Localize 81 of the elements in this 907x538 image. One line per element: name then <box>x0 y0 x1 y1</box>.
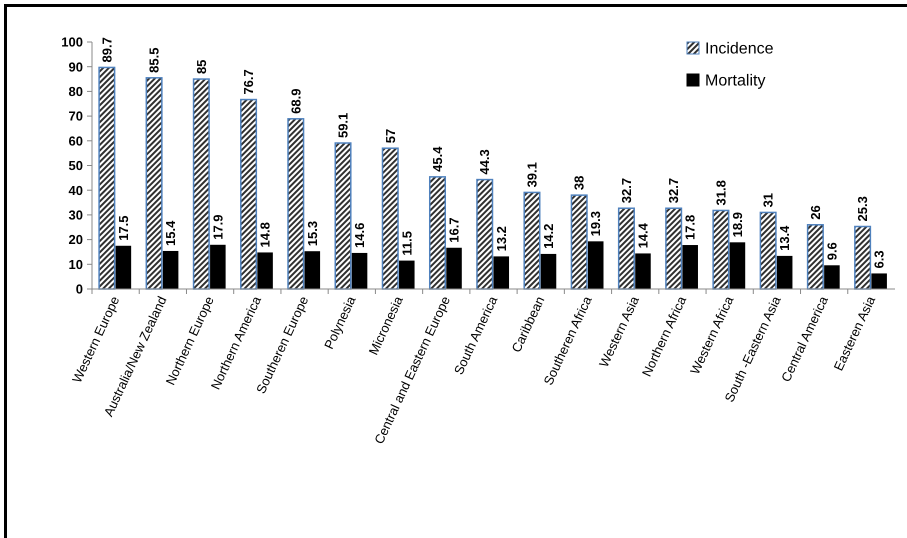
y-tick-label: 70 <box>68 108 83 124</box>
y-tick-label: 30 <box>68 207 83 222</box>
bar <box>399 260 415 289</box>
y-tick-label: 20 <box>68 232 83 248</box>
bar <box>98 66 116 290</box>
bar <box>760 212 777 290</box>
data-label: 31 <box>760 192 776 208</box>
bar <box>854 226 872 290</box>
data-label: 85 <box>194 60 209 74</box>
data-label: 44.3 <box>477 149 492 175</box>
bar <box>382 147 399 290</box>
y-tick-label: 0 <box>76 282 83 297</box>
y-tick-label: 90 <box>68 59 83 74</box>
bar <box>304 251 320 289</box>
y-tick-label: 80 <box>68 84 83 99</box>
data-label: 19.3 <box>588 211 604 236</box>
bar <box>588 241 604 289</box>
bar <box>192 78 210 290</box>
bar <box>162 250 178 289</box>
y-tick-label: 10 <box>68 256 83 272</box>
data-label: 13.4 <box>777 224 792 251</box>
bar <box>334 142 352 290</box>
bar <box>494 256 510 289</box>
bar <box>210 244 226 289</box>
data-label: 25.3 <box>855 196 870 222</box>
bar <box>352 252 368 289</box>
data-label: 17.5 <box>116 215 131 241</box>
bar <box>682 245 698 289</box>
data-label: 39.1 <box>524 162 540 188</box>
bar <box>570 194 588 290</box>
bar <box>287 118 304 290</box>
data-label: 17.8 <box>682 214 698 240</box>
y-tick-label: 50 <box>68 158 83 174</box>
bar <box>730 242 746 289</box>
data-label: 18.9 <box>730 212 745 238</box>
data-label: 32.7 <box>666 178 682 204</box>
y-tick-label: 60 <box>68 133 83 148</box>
data-label: 31.8 <box>713 180 728 206</box>
data-label: 6.3 <box>872 250 887 268</box>
data-label: 16.7 <box>446 217 462 243</box>
data-label: 15.3 <box>304 220 320 246</box>
bar <box>523 192 540 290</box>
data-label: 11.5 <box>399 231 414 256</box>
data-label: 59.1 <box>336 112 351 138</box>
y-tick-label: 100 <box>61 34 83 50</box>
data-label: 14.4 <box>635 222 650 248</box>
bar <box>240 98 258 290</box>
bar <box>712 210 730 290</box>
bar <box>871 273 887 289</box>
bar <box>428 176 446 290</box>
data-label: 85.5 <box>146 48 162 73</box>
data-label: 14.6 <box>352 222 368 248</box>
data-label: 15.4 <box>163 220 178 246</box>
data-label: 45.4 <box>430 146 445 172</box>
data-label: 17.9 <box>210 214 226 240</box>
data-label: 89.7 <box>99 37 114 62</box>
bar <box>635 253 651 289</box>
data-label: 57 <box>382 128 398 144</box>
data-label: 32.7 <box>618 178 634 204</box>
bar <box>116 246 132 289</box>
data-label: 68.9 <box>288 88 304 114</box>
bar <box>540 254 556 289</box>
y-tick-label: 40 <box>68 182 83 198</box>
data-label: 14.8 <box>258 222 273 248</box>
legend-label: Incidence <box>705 40 774 58</box>
data-label: 26 <box>808 205 823 220</box>
bar <box>806 224 824 290</box>
data-label: 14.2 <box>541 224 556 249</box>
data-label: 13.2 <box>494 226 509 252</box>
data-label: 76.7 <box>241 69 256 95</box>
data-label: 38 <box>572 176 587 190</box>
data-label: 9.6 <box>824 242 840 260</box>
bar <box>618 207 635 290</box>
bar <box>824 265 840 289</box>
bar <box>776 256 792 289</box>
bar <box>257 252 273 289</box>
legend-label: Mortality <box>705 72 766 90</box>
bar <box>446 248 462 289</box>
bar <box>146 77 163 290</box>
bar <box>665 207 682 290</box>
bar <box>476 178 494 290</box>
